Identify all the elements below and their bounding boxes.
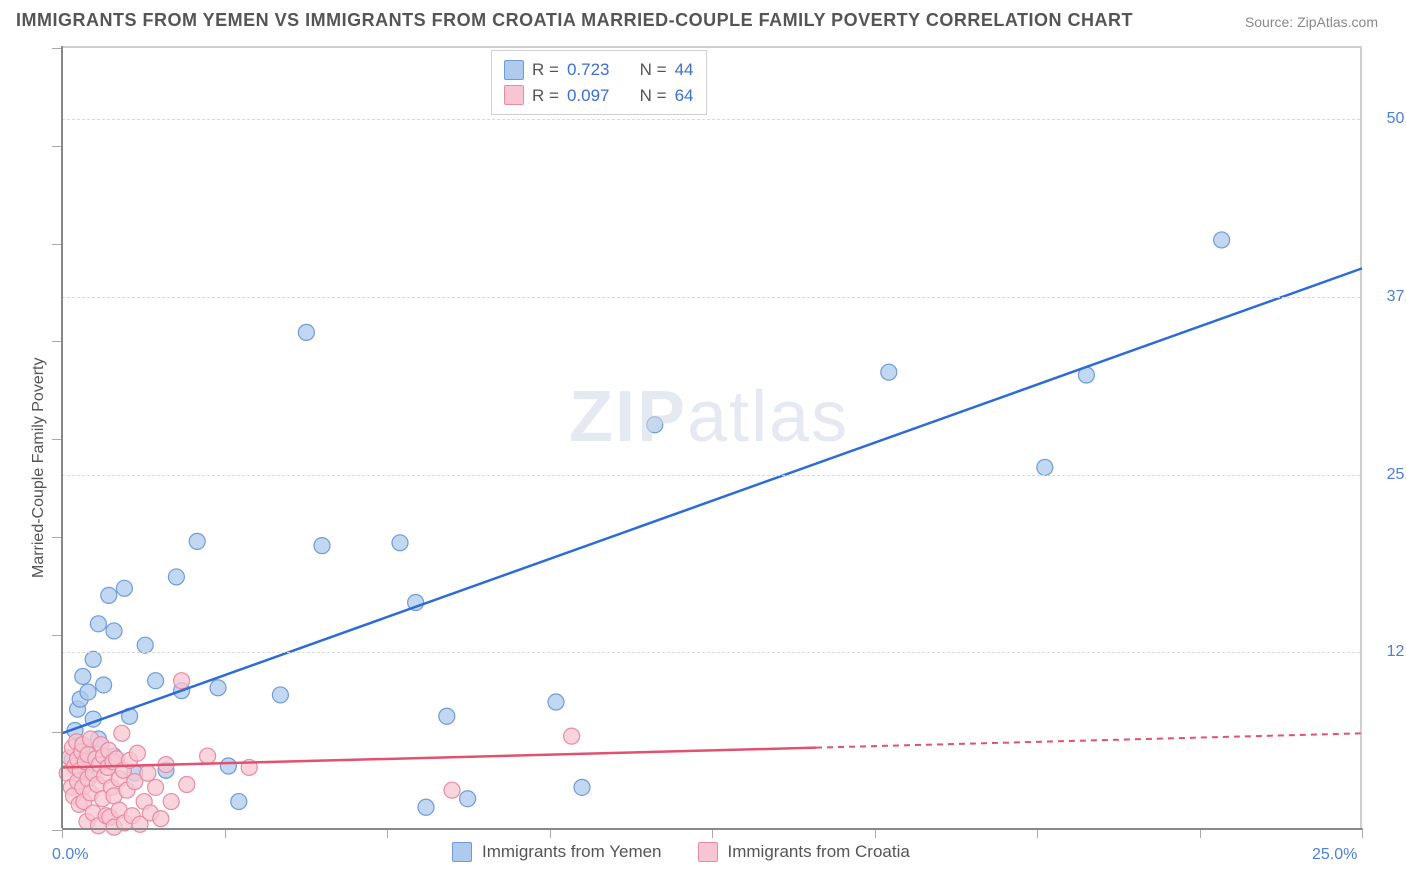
x-tick	[1362, 828, 1363, 838]
legend-label: Immigrants from Croatia	[728, 842, 910, 862]
data-point	[460, 791, 476, 807]
data-point	[210, 680, 226, 696]
x-origin-label: 0.0%	[52, 846, 88, 864]
data-point	[881, 364, 897, 380]
legend-item: Immigrants from Yemen	[452, 842, 662, 862]
legend-label: Immigrants from Yemen	[482, 842, 662, 862]
gridline	[62, 119, 1360, 120]
data-point	[116, 580, 132, 596]
y-tick-label: 37.5%	[1372, 288, 1406, 306]
plot-area: ZIPatlas 12.5%25.0%37.5%50.0%	[62, 46, 1362, 828]
data-point	[574, 779, 590, 795]
gridline	[62, 475, 1360, 476]
data-point	[140, 765, 156, 781]
data-point	[85, 651, 101, 667]
data-point	[548, 694, 564, 710]
legend-swatch	[504, 60, 524, 80]
data-point	[314, 538, 330, 554]
y-tick-label: 50.0%	[1372, 110, 1406, 128]
data-point	[200, 748, 216, 764]
data-point	[231, 794, 247, 810]
data-point	[80, 684, 96, 700]
y-tick-label: 25.0%	[1372, 466, 1406, 484]
data-point	[174, 673, 190, 689]
y-tick-label: 12.5%	[1372, 643, 1406, 661]
data-point	[220, 758, 236, 774]
data-point	[444, 782, 460, 798]
data-point	[148, 673, 164, 689]
data-point	[129, 745, 145, 761]
data-point	[272, 687, 288, 703]
data-point	[168, 569, 184, 585]
trend-line	[62, 268, 1362, 733]
data-point	[163, 794, 179, 810]
data-point	[179, 777, 195, 793]
y-axis-title: Married-Couple Family Poverty	[30, 357, 48, 578]
legend-stat-row: R = 0.723 N = 44	[504, 57, 694, 83]
legend-swatch	[698, 842, 718, 862]
data-point	[153, 811, 169, 827]
r-label: R =	[532, 57, 559, 83]
x-axis-line	[62, 828, 1362, 830]
data-point	[148, 779, 164, 795]
legend-swatch	[452, 842, 472, 862]
data-point	[418, 799, 434, 815]
data-point	[114, 725, 130, 741]
data-point	[75, 668, 91, 684]
data-point	[101, 587, 117, 603]
n-value: 64	[675, 83, 694, 109]
data-point	[189, 533, 205, 549]
data-point	[137, 637, 153, 653]
x-max-label: 25.0%	[1312, 846, 1357, 864]
data-point	[1214, 232, 1230, 248]
y-axis-line	[61, 46, 63, 828]
data-point	[90, 616, 106, 632]
legend-item: Immigrants from Croatia	[698, 842, 910, 862]
data-point	[439, 708, 455, 724]
n-value: 44	[675, 57, 694, 83]
data-point	[1037, 459, 1053, 475]
gridline	[62, 297, 1360, 298]
plot-svg	[62, 48, 1362, 830]
n-label: N =	[640, 57, 667, 83]
correlation-chart: IMMIGRANTS FROM YEMEN VS IMMIGRANTS FROM…	[0, 0, 1406, 892]
source-label: Source: ZipAtlas.com	[1245, 14, 1378, 30]
legend-stat-row: R = 0.097 N = 64	[504, 83, 694, 109]
data-point	[564, 728, 580, 744]
chart-title: IMMIGRANTS FROM YEMEN VS IMMIGRANTS FROM…	[16, 10, 1133, 31]
trend-line-extrapolated	[816, 733, 1362, 747]
legend-swatch	[504, 85, 524, 105]
n-label: N =	[640, 83, 667, 109]
legend-stats: R = 0.723 N = 44 R = 0.097 N = 64	[491, 50, 707, 115]
r-value: 0.097	[567, 83, 610, 109]
gridline	[62, 652, 1360, 653]
data-point	[298, 324, 314, 340]
data-point	[647, 417, 663, 433]
r-label: R =	[532, 83, 559, 109]
trend-line	[62, 748, 816, 768]
data-point	[106, 623, 122, 639]
data-point	[96, 677, 112, 693]
y-tick	[52, 830, 62, 831]
data-point	[392, 535, 408, 551]
legend-series: Immigrants from Yemen Immigrants from Cro…	[452, 842, 910, 862]
r-value: 0.723	[567, 57, 610, 83]
